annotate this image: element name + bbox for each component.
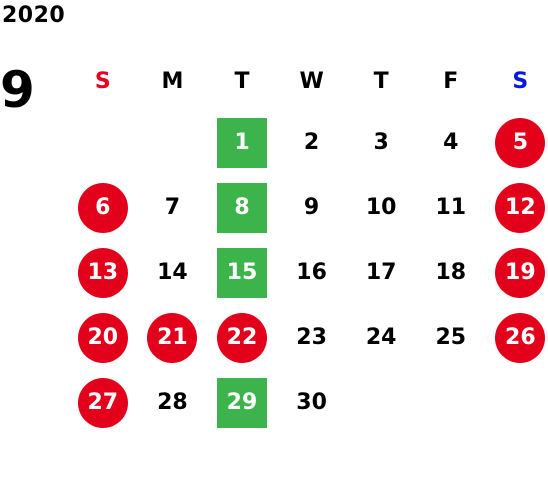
day-cell[interactable]: 12 (486, 175, 548, 240)
day-cell[interactable]: 8 (207, 175, 277, 240)
holiday-day-number: 27 (77, 377, 128, 428)
weekday-tuesday: T (234, 68, 250, 94)
calendar-weeks: 1 2 3 4 5 6 7 8 9 10 11 12 13 14 15 16 17 18 19 20 21 22 23 24 2… (68, 110, 548, 435)
day-cell[interactable]: 5 (486, 110, 548, 175)
day-cell[interactable]: 6 (68, 175, 138, 240)
day-cell[interactable]: 10 (346, 175, 416, 240)
day-cell[interactable]: 1 (207, 110, 277, 175)
day-cell[interactable]: 17 (346, 240, 416, 305)
day-cell[interactable]: 25 (416, 305, 486, 370)
day-cell[interactable]: 26 (486, 305, 548, 370)
day-number: 9 (303, 195, 320, 220)
holiday-day-number: 26 (495, 312, 546, 363)
month-label: 9 (0, 61, 35, 119)
event-day-number: 15 (216, 247, 267, 298)
day-cell[interactable]: 20 (68, 305, 138, 370)
day-number: 11 (435, 195, 467, 220)
day-number: 17 (365, 260, 397, 285)
event-day-number: 8 (216, 182, 267, 233)
day-number: 2 (303, 130, 320, 155)
day-cell[interactable]: 7 (138, 175, 208, 240)
day-cell[interactable]: 16 (277, 240, 347, 305)
day-cell (416, 370, 486, 435)
calendar-grid: S M T W T F S 1 2 3 4 5 6 7 8 9 10 11 12 13 14 15 16 17 1… (68, 52, 548, 435)
day-cell (346, 370, 416, 435)
day-cell (68, 110, 138, 175)
calendar-week-row: 27 28 29 30 (68, 370, 548, 435)
day-cell (486, 370, 548, 435)
holiday-day-number: 19 (495, 247, 546, 298)
weekday-wednesday: W (299, 68, 324, 94)
day-number: 28 (157, 390, 188, 415)
day-cell[interactable]: 4 (416, 110, 486, 175)
day-cell[interactable]: 9 (277, 175, 347, 240)
day-cell[interactable]: 22 (207, 305, 277, 370)
day-cell (138, 110, 208, 175)
day-number: 4 (443, 130, 459, 155)
calendar-week-row: 13 14 15 16 17 18 19 (68, 240, 548, 305)
day-number: 16 (296, 260, 327, 285)
holiday-day-number: 12 (495, 182, 546, 233)
day-cell[interactable]: 18 (416, 240, 486, 305)
day-cell[interactable]: 29 (207, 370, 277, 435)
event-day-number: 29 (216, 377, 267, 428)
day-cell[interactable]: 19 (486, 240, 548, 305)
day-cell[interactable]: 2 (277, 110, 347, 175)
weekday-header-row: S M T W T F S (68, 52, 548, 110)
year-label: 2020 (2, 3, 66, 28)
holiday-day-number: 13 (77, 247, 128, 298)
day-cell[interactable]: 30 (277, 370, 347, 435)
calendar-week-row: 20 21 22 23 24 25 26 (68, 305, 548, 370)
weekday-friday: F (443, 68, 459, 94)
day-cell[interactable]: 21 (138, 305, 208, 370)
day-number: 23 (296, 325, 327, 350)
day-number: 10 (365, 195, 397, 220)
day-number: 7 (164, 195, 181, 220)
weekday-saturday: S (512, 68, 529, 94)
day-cell[interactable]: 28 (138, 370, 208, 435)
day-cell[interactable]: 15 (207, 240, 277, 305)
calendar-week-row: 1 2 3 4 5 (68, 110, 548, 175)
calendar-week-row: 6 7 8 9 10 11 12 (68, 175, 548, 240)
weekday-thursday: T (373, 68, 389, 94)
holiday-day-number: 5 (495, 117, 546, 168)
day-cell[interactable]: 14 (138, 240, 208, 305)
weekday-sunday: S (94, 68, 111, 94)
day-cell[interactable]: 11 (416, 175, 486, 240)
event-day-number: 1 (216, 117, 267, 168)
day-cell[interactable]: 23 (277, 305, 347, 370)
holiday-day-number: 20 (77, 312, 128, 363)
day-number: 18 (435, 260, 467, 285)
day-number: 30 (296, 390, 327, 415)
weekday-monday: M (161, 68, 184, 94)
day-number: 3 (373, 130, 389, 155)
holiday-day-number: 22 (216, 312, 267, 363)
day-cell[interactable]: 3 (346, 110, 416, 175)
day-cell[interactable]: 24 (346, 305, 416, 370)
holiday-day-number: 21 (147, 312, 198, 363)
holiday-day-number: 6 (77, 182, 128, 233)
day-cell[interactable]: 27 (68, 370, 138, 435)
day-number: 14 (157, 260, 188, 285)
day-cell[interactable]: 13 (68, 240, 138, 305)
day-number: 25 (435, 325, 467, 350)
day-number: 24 (365, 325, 397, 350)
